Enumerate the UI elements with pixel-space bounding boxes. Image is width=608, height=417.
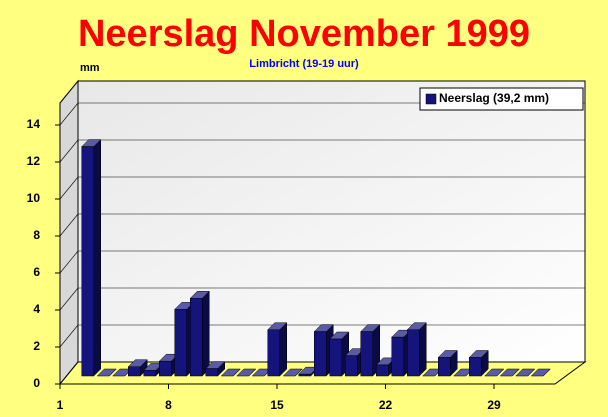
- bar: [406, 322, 427, 377]
- grid-line: [59, 287, 79, 311]
- x-tick-label: 15: [270, 398, 284, 412]
- bar-front: [205, 368, 218, 377]
- legend-swatch: [425, 93, 437, 105]
- bar-side: [93, 138, 101, 377]
- grid-line: [59, 361, 79, 385]
- y-tick-label: 8: [33, 228, 40, 242]
- grid-line: [59, 324, 79, 348]
- bar-front: [190, 298, 203, 377]
- bar: [499, 368, 520, 377]
- y-tick-label: 6: [33, 265, 40, 279]
- x-tick-label: 8: [165, 398, 172, 412]
- bar-front: [360, 331, 373, 377]
- bar-top: [282, 368, 303, 377]
- grid-line: [59, 102, 79, 126]
- chart-title: Neerslag November 1999: [78, 13, 530, 55]
- bar: [127, 359, 148, 377]
- bar-front: [174, 309, 187, 377]
- bar: [189, 290, 210, 377]
- bar-top: [220, 368, 241, 377]
- bar-top: [484, 368, 505, 377]
- bar: [236, 368, 257, 377]
- grid-line: [59, 139, 79, 163]
- bar-front: [81, 146, 94, 377]
- grid-line: [59, 176, 79, 200]
- bar: [484, 368, 505, 377]
- bar-top: [530, 368, 551, 377]
- y-tick-label: 10: [27, 191, 41, 205]
- bar: [81, 138, 102, 377]
- bar: [515, 368, 536, 377]
- bar-front: [438, 357, 451, 377]
- grid-line: [59, 213, 79, 237]
- bar-front: [469, 357, 482, 377]
- x-tick-label: 1: [57, 398, 64, 412]
- bar-front: [391, 336, 404, 377]
- bar: [205, 360, 226, 377]
- legend-label: Neerslag (39,2 mm): [439, 91, 549, 105]
- bar: [329, 331, 350, 377]
- y-tick-label: 2: [33, 339, 40, 353]
- bar-top: [96, 368, 117, 377]
- bar-side: [419, 322, 427, 377]
- bar-front: [298, 373, 311, 377]
- bar-front: [314, 331, 327, 377]
- y-tick-label: 12: [27, 154, 41, 168]
- bar-front: [407, 329, 420, 377]
- y-tick-label: 0: [33, 376, 40, 390]
- back-wall: [77, 80, 586, 363]
- grid-line: [59, 250, 79, 274]
- bar-front: [143, 370, 156, 377]
- bar: [220, 368, 241, 377]
- y-tick-label: 4: [33, 302, 40, 316]
- bar-front: [329, 338, 342, 377]
- chart-subtitle: Limbricht (19-19 uur): [249, 58, 359, 70]
- bar: [96, 368, 117, 377]
- x-tick-label: 22: [379, 398, 393, 412]
- y-axis-label: mm: [80, 62, 100, 74]
- bar-top: [515, 368, 536, 377]
- bar-front: [267, 329, 280, 377]
- bar-side: [202, 290, 210, 377]
- bar: [530, 368, 551, 377]
- y-tick-label: 14: [27, 117, 41, 131]
- bar: [282, 368, 303, 377]
- bar-top: [499, 368, 520, 377]
- legend-box: [419, 87, 584, 111]
- bar: [267, 322, 288, 377]
- bar-front: [345, 355, 358, 377]
- bar: [437, 349, 458, 377]
- x-tick-label: 29: [487, 398, 501, 412]
- bar-front: [159, 360, 172, 377]
- bar-top: [236, 368, 257, 377]
- bar-side: [279, 322, 287, 377]
- bar-front: [128, 366, 141, 377]
- bar-front: [376, 364, 389, 377]
- bar: [468, 349, 489, 377]
